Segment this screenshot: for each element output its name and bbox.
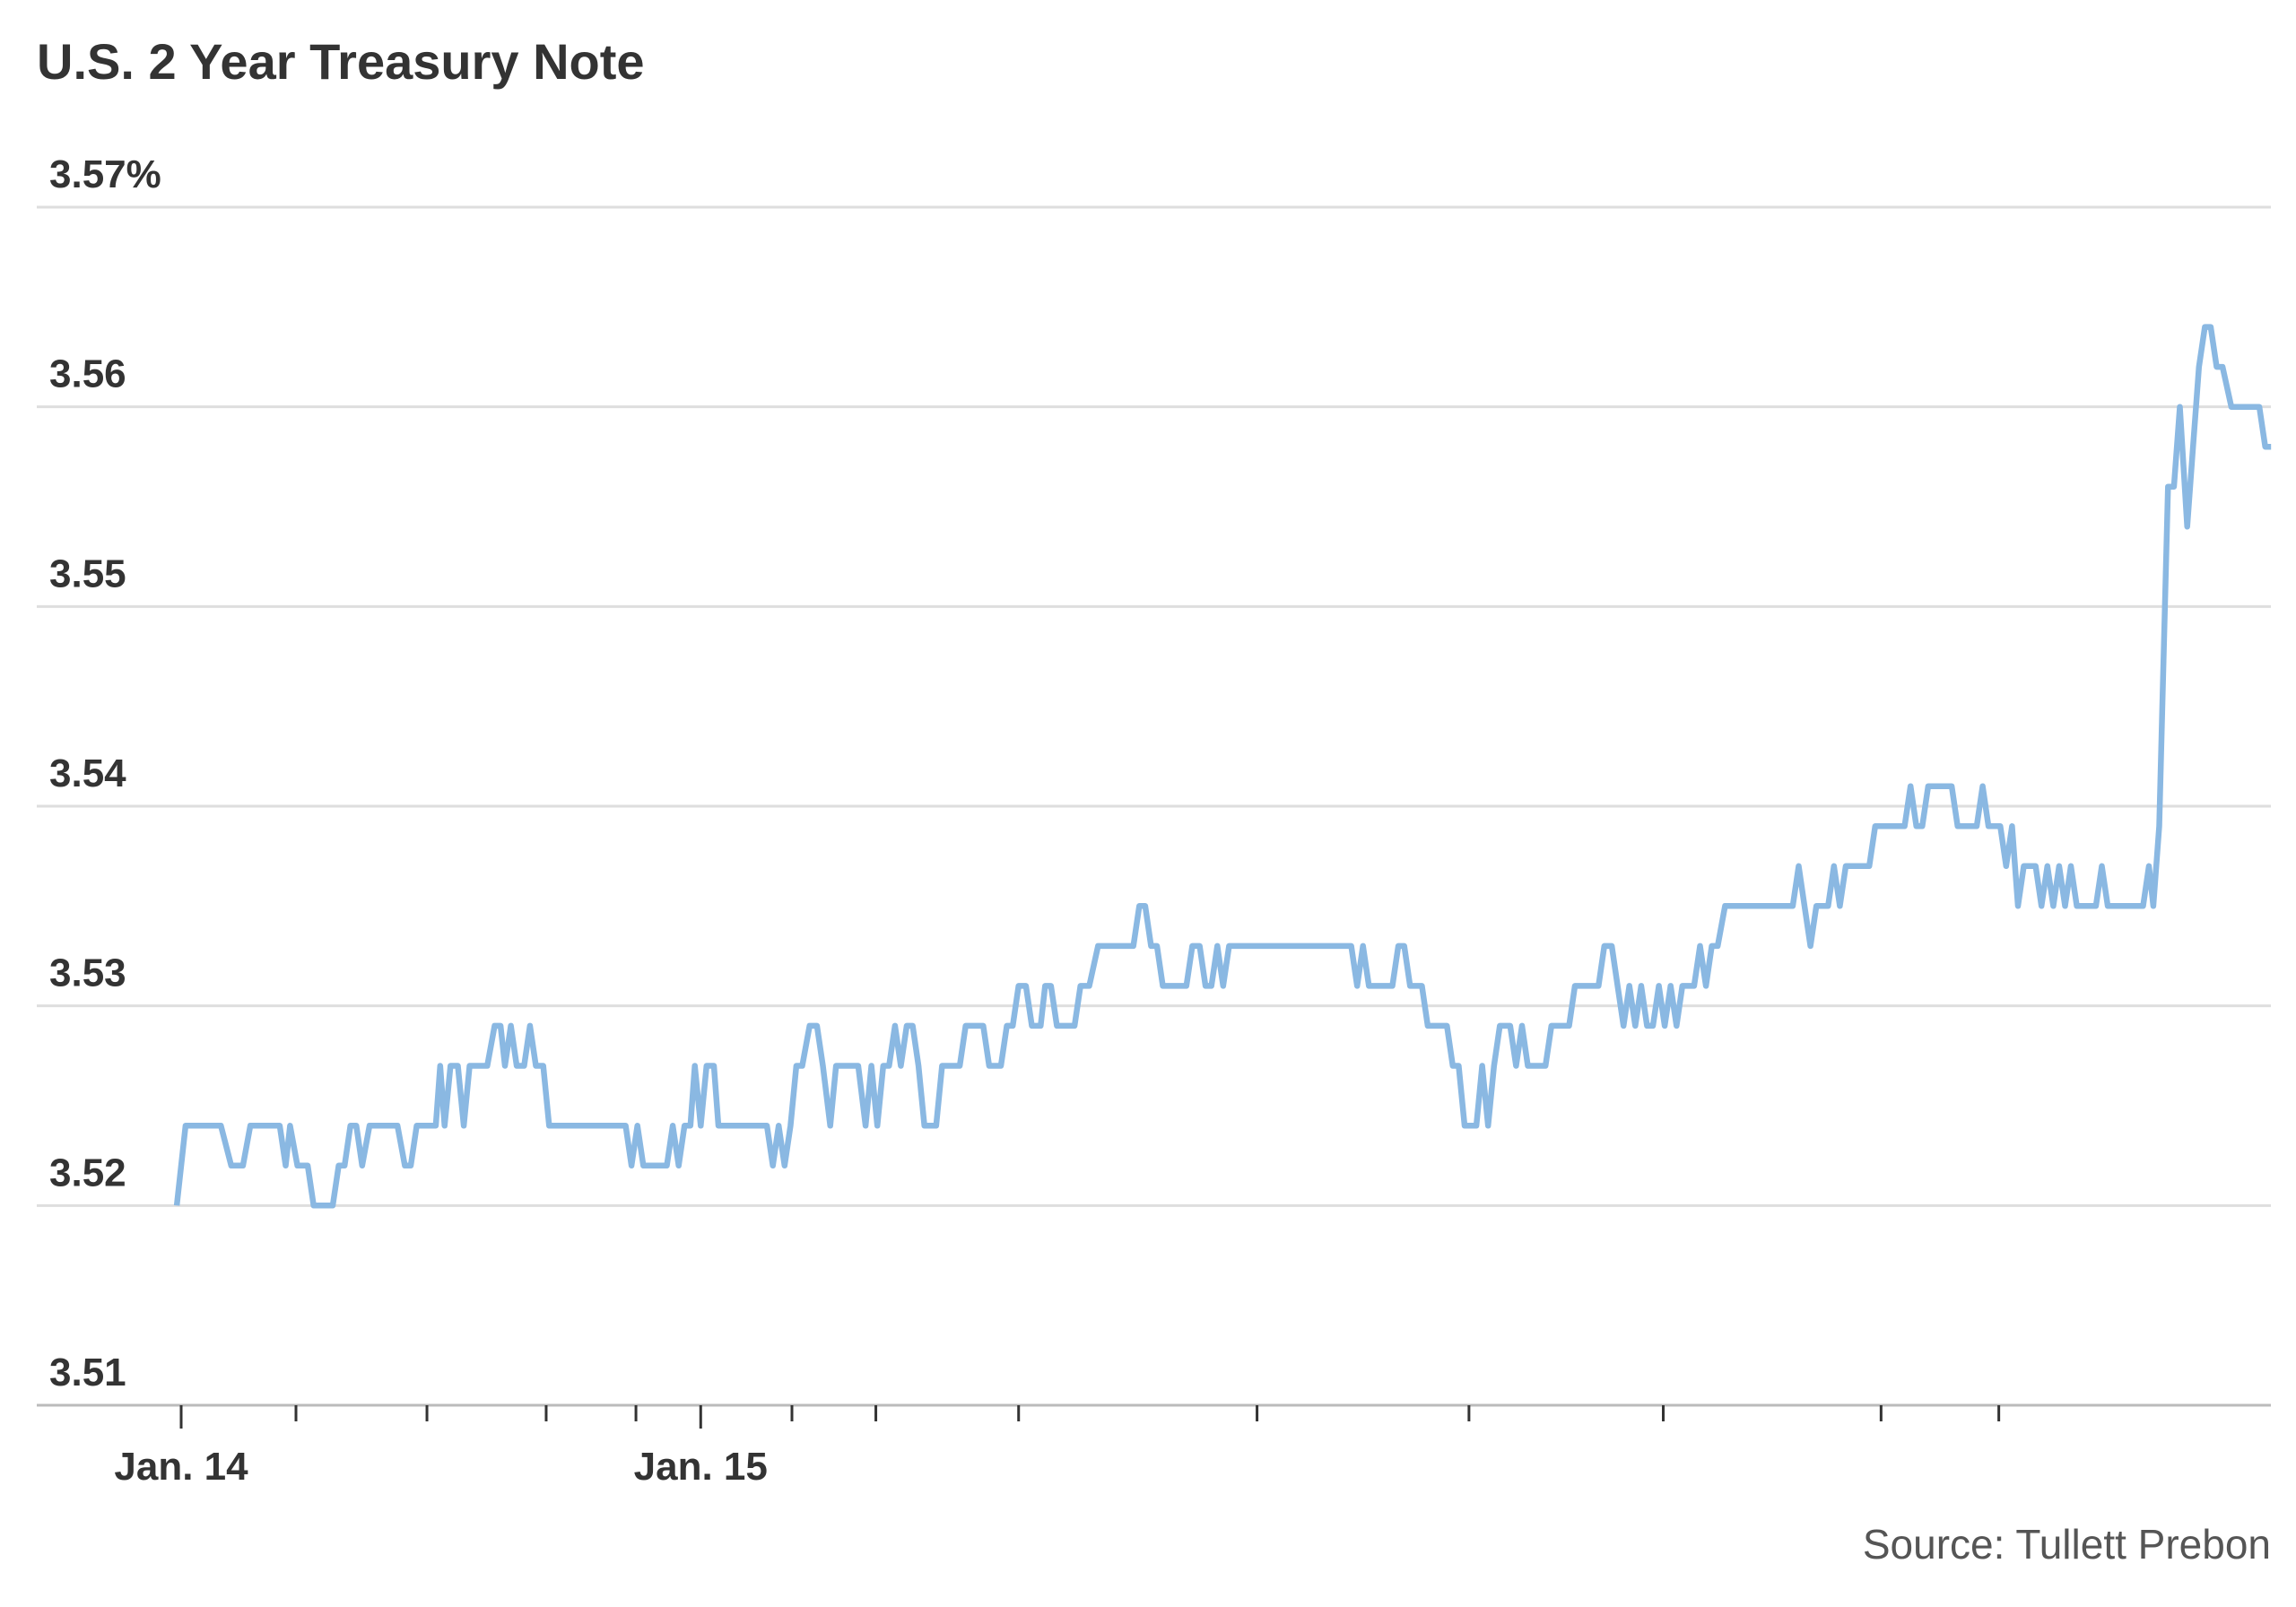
y-tick-label: 3.54 <box>49 751 126 795</box>
series-line <box>173 324 2272 1209</box>
chart-title: U.S. 2 Year Treasury Note <box>37 33 645 90</box>
x-tick-label: Jan. 15 <box>634 1445 768 1489</box>
y-tick-label: 3.51 <box>49 1351 126 1394</box>
x-tick-label: Jan. 14 <box>114 1445 248 1489</box>
y-tick-label: 3.55 <box>49 552 126 595</box>
y-tick-label: 3.53 <box>49 951 126 995</box>
y-tick-label: 3.57% <box>49 152 161 196</box>
y-tick-label: 3.52 <box>49 1151 126 1194</box>
y-tick-label: 3.56 <box>49 352 126 396</box>
source-note: Source: Tullett Prebon <box>1862 1521 2271 1568</box>
